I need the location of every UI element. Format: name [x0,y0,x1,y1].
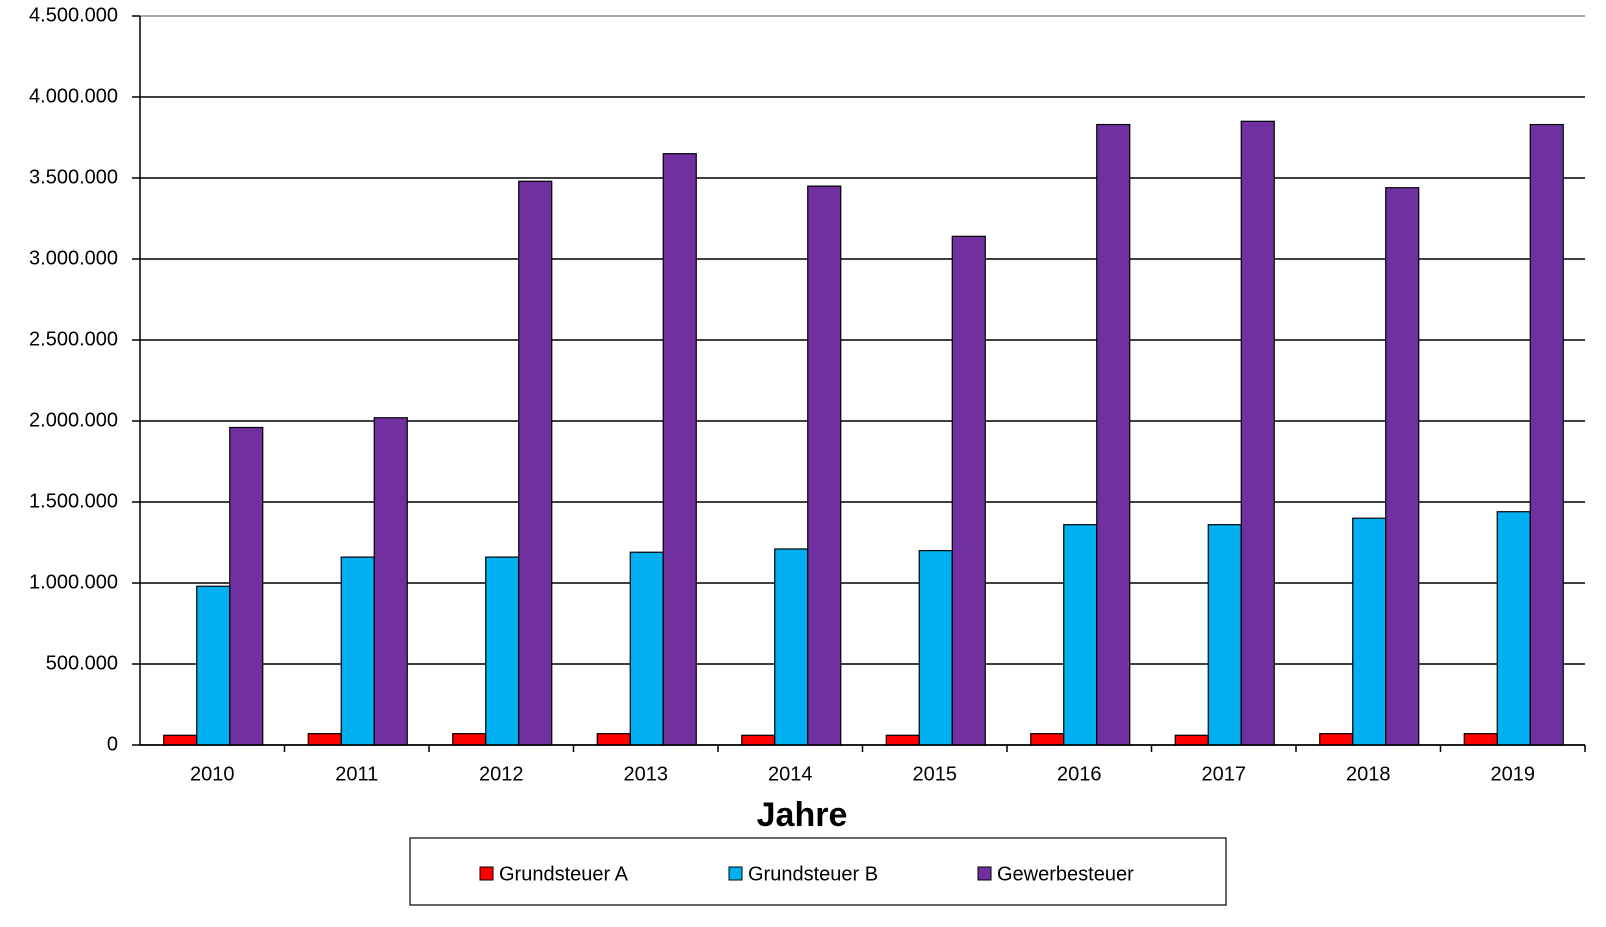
bar [229,426,264,746]
bar [1496,511,1531,746]
bar [518,180,553,746]
legend-swatch [977,866,992,881]
x-tick-label: 2018 [1346,763,1391,785]
legend-label: Gewerbesteuer [997,863,1134,885]
bar [885,734,920,746]
bar [1030,733,1065,746]
x-axis-title: Jahre [757,796,848,834]
legend-label: Grundsteuer B [748,863,878,885]
x-tick-label: 2016 [1057,763,1102,785]
y-tick-label: 3.500.000 [29,166,118,188]
bar [596,733,631,746]
legend-swatch [479,866,494,881]
bar [807,185,842,746]
bar [1529,123,1564,746]
bar [196,585,231,746]
legend-swatch [728,866,743,881]
bar [373,417,408,746]
bar [1096,123,1131,746]
bar [340,556,375,746]
bar [1174,734,1209,746]
bar [485,556,520,746]
bar [662,153,697,746]
x-tick-label: 2013 [624,763,669,785]
bar [1352,517,1387,746]
x-tick-label: 2011 [335,763,378,785]
y-tick-label: 4.500.000 [29,4,118,26]
bar [1240,120,1275,746]
bar [741,734,776,746]
bar [629,551,664,746]
bar [1207,524,1242,746]
x-tick-label: 2015 [913,763,958,785]
x-tick-label: 2014 [768,763,813,785]
x-tick-label: 2019 [1491,763,1536,785]
bar [1319,733,1354,746]
y-tick-label: 3.000.000 [29,247,118,269]
y-tick-label: 0 [107,733,118,755]
bar [774,548,809,746]
bar [1385,187,1420,746]
bar [452,733,487,746]
legend-box [409,837,1227,906]
y-tick-label: 1.000.000 [29,571,118,593]
bar [163,734,198,746]
y-tick-label: 2.500.000 [29,328,118,350]
x-tick-label: 2010 [190,763,235,785]
bar [951,235,986,746]
bar [307,733,342,746]
x-tick-label: 2012 [479,763,524,785]
y-tick-label: 2.000.000 [29,409,118,431]
y-tick-label: 4.000.000 [29,85,118,107]
legend-label: Grundsteuer A [499,863,629,885]
bar [918,549,953,746]
x-tick-label: 2017 [1202,763,1247,785]
y-tick-label: 1.500.000 [29,490,118,512]
y-tick-label: 500.000 [46,652,118,674]
bar [1463,733,1498,746]
bar [1063,524,1098,746]
